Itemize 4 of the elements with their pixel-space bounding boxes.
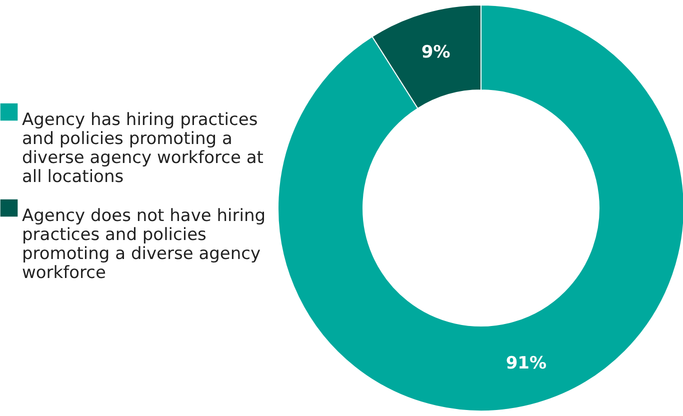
data-label: 9%: [421, 42, 450, 62]
data-label: 91%: [506, 354, 547, 374]
legend-label: Agency has hiring practices and policies promoting a diverse agency workforce at all locations: [22, 110, 264, 187]
legend-label: Agency does not have hiring practices and policies promoting a diverse agency workforce: [22, 206, 266, 283]
